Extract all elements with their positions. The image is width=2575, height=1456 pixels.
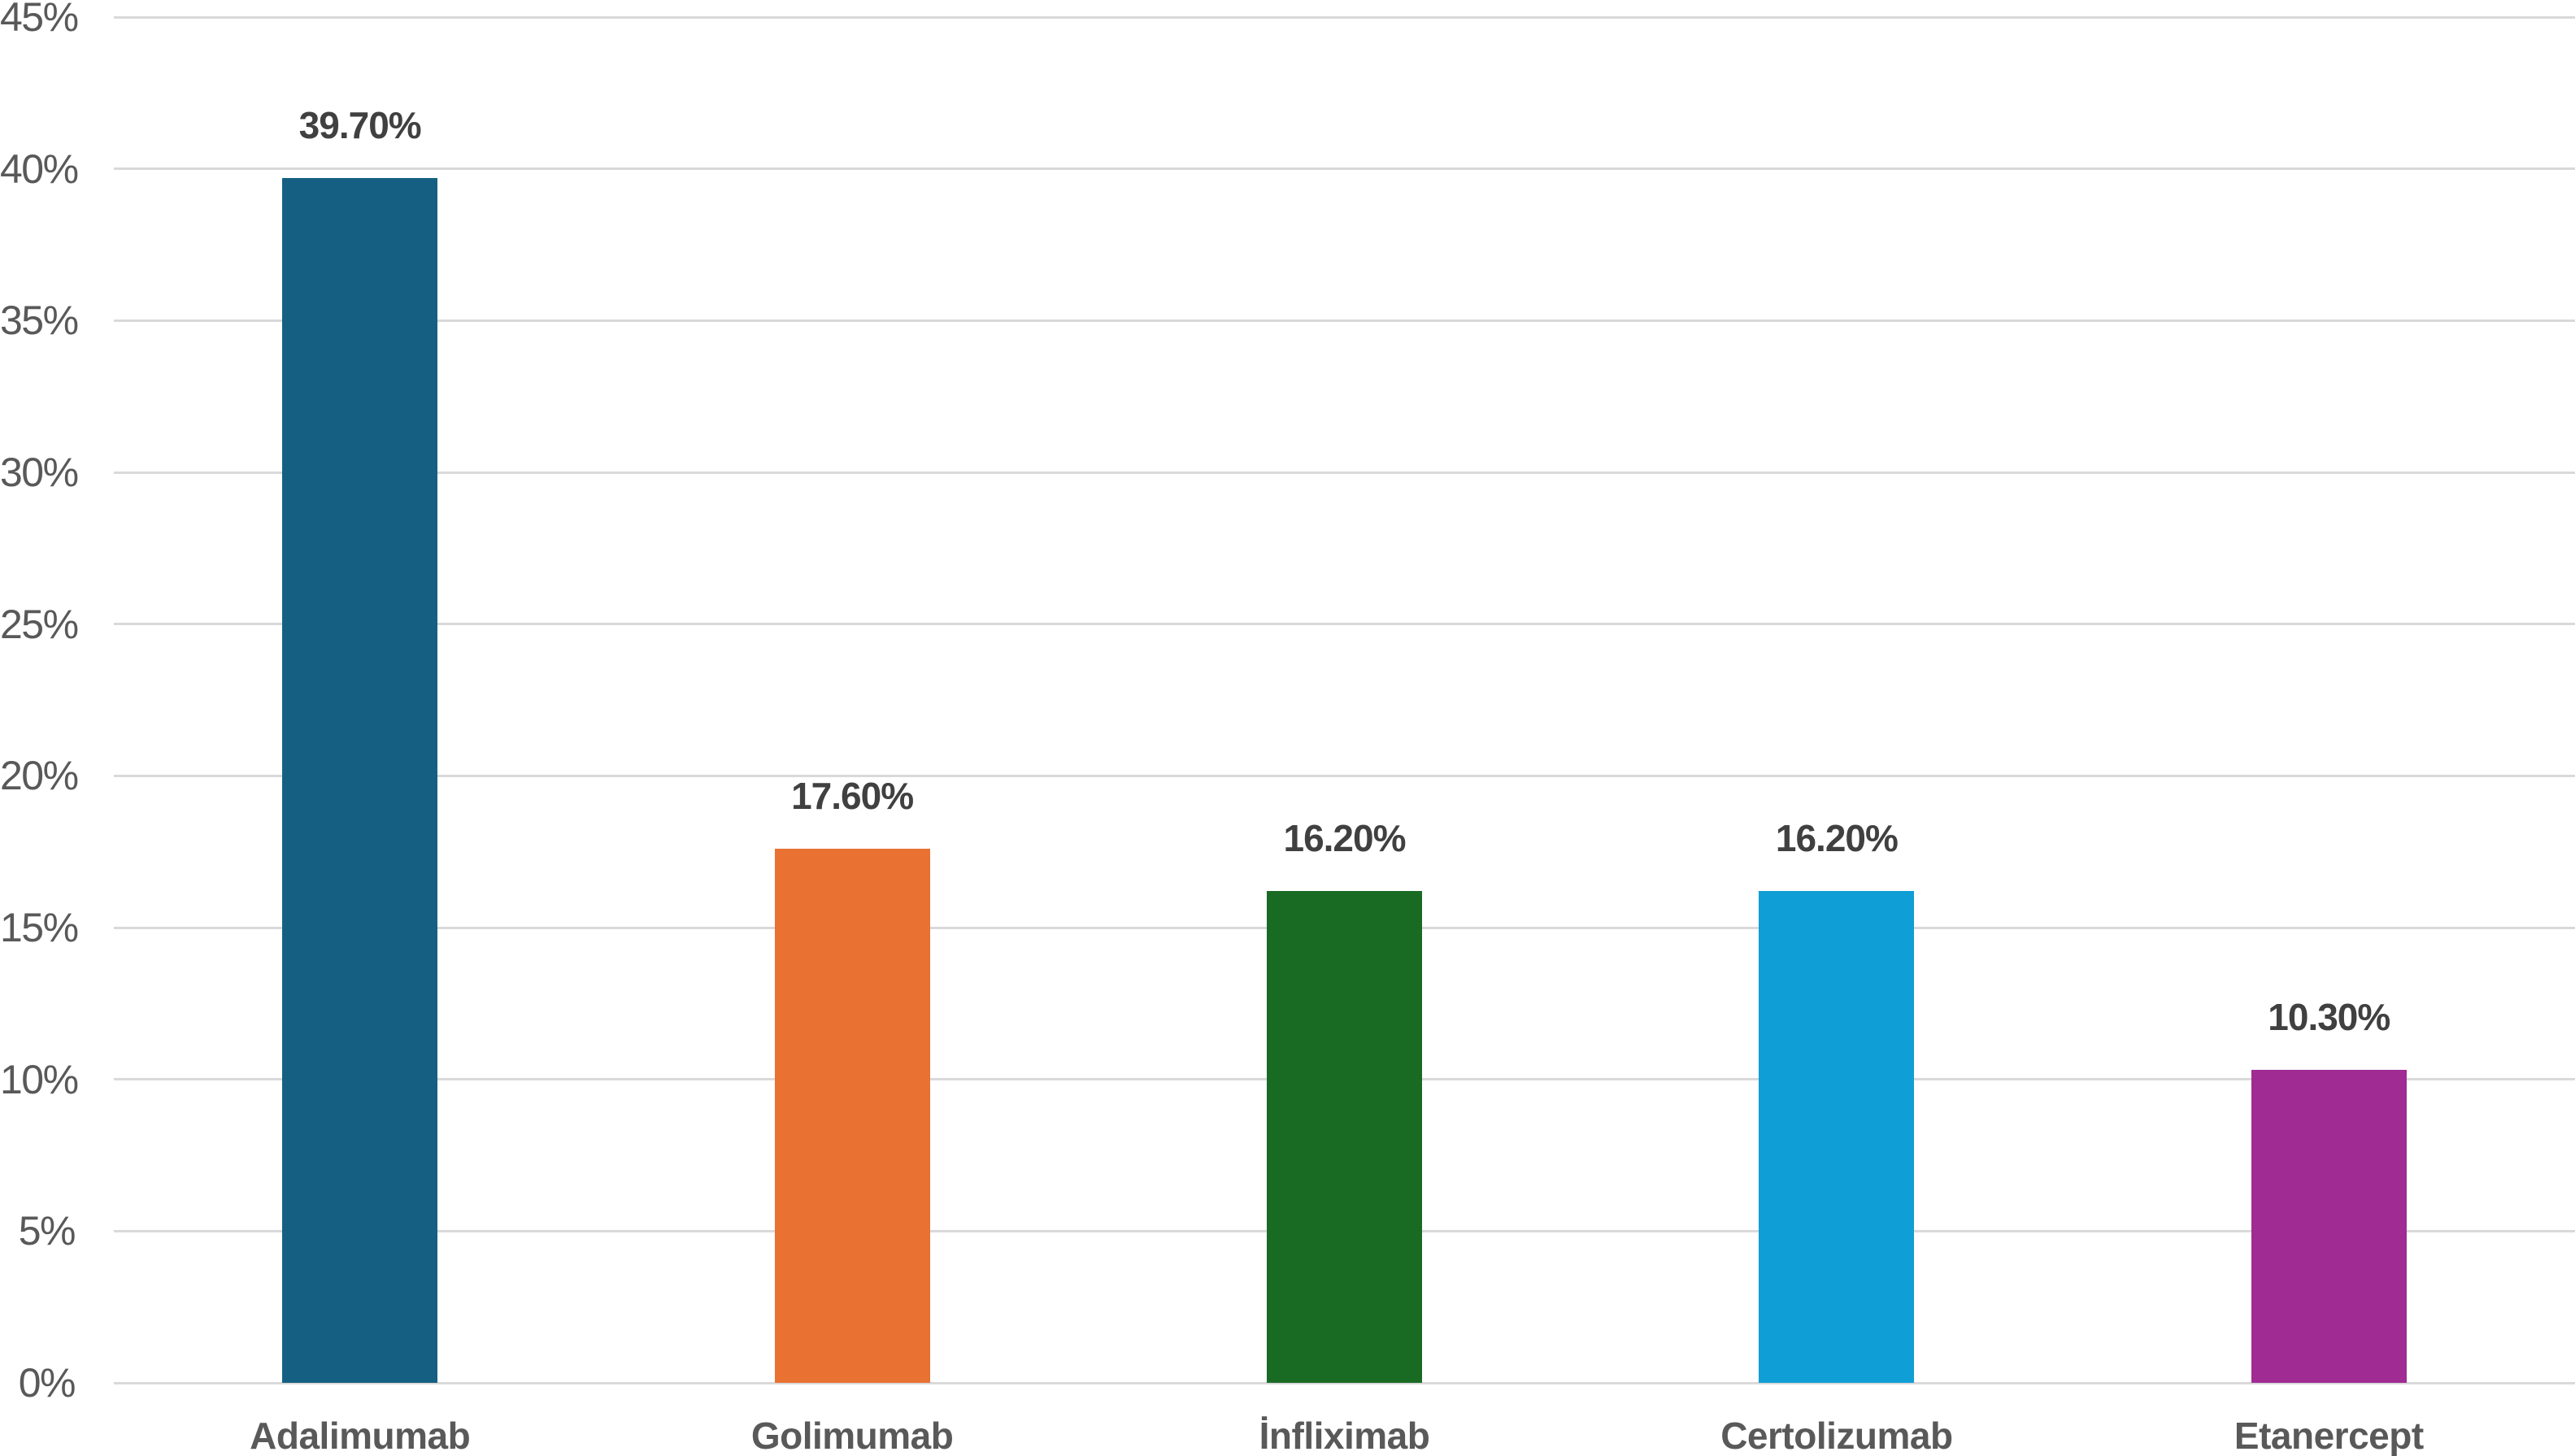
gridline-45% bbox=[114, 15, 2575, 19]
category-label-i̇nfliximab: İnfliximab bbox=[1259, 1415, 1430, 1456]
bar-etanercept bbox=[2251, 1070, 2407, 1383]
gridline-25% bbox=[114, 623, 2575, 626]
category-label-certolizumab: Certolizumab bbox=[1720, 1415, 1953, 1456]
y-tick-label-0%: 0% bbox=[18, 1360, 76, 1406]
category-label-adalimumab: Adalimumab bbox=[250, 1415, 471, 1456]
value-label-adalimumab: 39.70% bbox=[298, 103, 422, 146]
y-tick-label-20%: 20% bbox=[0, 753, 79, 799]
bar-golimumab bbox=[774, 848, 930, 1383]
y-tick-label-10%: 10% bbox=[0, 1056, 79, 1102]
y-tick-label-35%: 35% bbox=[0, 298, 79, 344]
category-label-golimumab: Golimumab bbox=[750, 1415, 954, 1456]
category-label-etanercept: Etanercept bbox=[2234, 1415, 2424, 1456]
y-tick-label-45%: 45% bbox=[0, 0, 79, 40]
y-tick-label-30%: 30% bbox=[0, 450, 79, 495]
gridline-35% bbox=[114, 319, 2575, 322]
y-tick-label-5%: 5% bbox=[18, 1208, 76, 1254]
y-tick-label-15%: 15% bbox=[0, 905, 79, 950]
gridline-30% bbox=[114, 471, 2575, 474]
value-label-i̇nfliximab: 16.20% bbox=[1283, 817, 1406, 860]
value-label-golimumab: 17.60% bbox=[791, 774, 914, 817]
gridline-40% bbox=[114, 167, 2575, 171]
gridline-20% bbox=[114, 774, 2575, 777]
value-label-certolizumab: 16.20% bbox=[1775, 817, 1899, 860]
bar-i̇nfliximab bbox=[1267, 891, 1422, 1383]
bar-certolizumab bbox=[1759, 891, 1915, 1383]
bar-adalimumab bbox=[282, 177, 438, 1383]
y-tick-label-40%: 40% bbox=[0, 146, 79, 192]
y-tick-label-25%: 25% bbox=[0, 601, 79, 647]
value-label-etanercept: 10.30% bbox=[2268, 996, 2390, 1039]
